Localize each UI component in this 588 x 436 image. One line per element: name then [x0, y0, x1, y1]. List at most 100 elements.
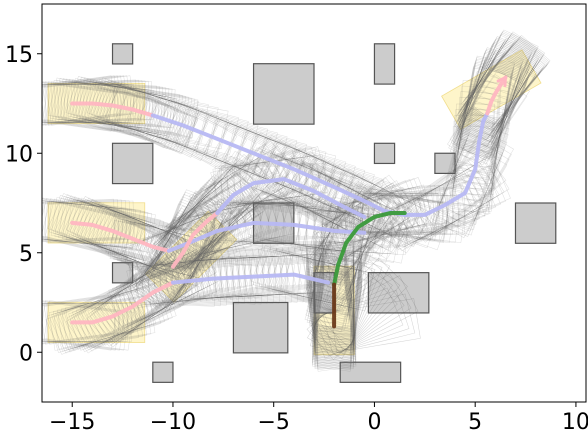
obstacle-11 [232, 301, 289, 354]
footprint-trace [270, 251, 363, 309]
footprint-trace [150, 197, 233, 290]
footprint-trace [282, 253, 374, 312]
footprint-trace [307, 209, 382, 304]
footprint-trace [194, 257, 283, 304]
footprint-trace [401, 164, 495, 242]
footprint-trace [42, 303, 124, 342]
footprint-trace [228, 202, 316, 246]
footprint-trace [306, 257, 357, 348]
footprint-trace [42, 200, 125, 248]
footprint-trace [448, 117, 510, 211]
footprint-trace [195, 116, 288, 175]
footprint-trace [456, 60, 529, 155]
footprint-trace [407, 168, 501, 238]
footprint-trace [155, 181, 238, 273]
footprint-trace [182, 209, 271, 255]
footprint-trace [305, 234, 371, 328]
footprint-trace [42, 303, 128, 342]
y-axis: 0 5 10 15 [5, 43, 42, 366]
footprint-trace [72, 200, 165, 259]
footprint-trace [311, 273, 363, 364]
footprint-trace [379, 171, 472, 252]
footprint-trace [42, 84, 125, 123]
footprint-trace [42, 75, 127, 126]
footprint-trace [306, 246, 357, 337]
footprint-trace [50, 197, 141, 249]
trajectory-1 [150, 113, 407, 217]
footprint-trace [73, 198, 167, 275]
footprint-trace [154, 190, 230, 284]
footprint-trace [147, 203, 215, 297]
footprint-trace [306, 254, 357, 345]
footprint-trace [306, 275, 357, 366]
footprint-trace [46, 303, 132, 342]
footprint-trace [456, 62, 521, 156]
footprint-trace [392, 179, 486, 244]
footprint-trace [282, 161, 375, 243]
footprint-trace [89, 78, 184, 150]
footprint-trace [202, 116, 296, 193]
footprint-trace [80, 79, 175, 144]
footprint-trace [60, 80, 147, 123]
footprint-trace [111, 218, 204, 278]
footprint-trace [456, 64, 521, 158]
footprint-trace [395, 163, 488, 244]
footprint-trace [220, 165, 307, 205]
footprint-trace [204, 246, 296, 301]
footprint-trace [311, 272, 363, 362]
footprint-trace [316, 184, 410, 263]
footprint-trace [260, 250, 350, 298]
footprint-trace [314, 253, 354, 339]
footprint-trace [288, 164, 380, 246]
footprint-trace [42, 81, 120, 132]
footprint-trace [153, 183, 236, 275]
footprint-trace [463, 34, 536, 129]
footprint-trace [42, 197, 122, 256]
footprint-trace [313, 184, 389, 278]
footprint-trace [248, 149, 342, 218]
footprint-trace [75, 82, 164, 126]
footprint-trace [464, 32, 545, 126]
footprint-trace [293, 167, 386, 249]
footprint-trace [45, 283, 140, 355]
footprint-trace [171, 166, 259, 256]
footprint-trace [251, 245, 345, 313]
footprint-trace [311, 232, 355, 320]
footprint-trace [307, 176, 401, 241]
footprint-trace [459, 47, 524, 141]
footprint-trace [200, 156, 294, 225]
footprint-trace [94, 207, 188, 284]
footprint-trace [65, 294, 156, 346]
footprint-trace [147, 262, 235, 305]
footprint-trace [306, 253, 357, 343]
footprint-trace [42, 75, 123, 126]
footprint-traces [42, 29, 551, 372]
footprint-trace [276, 252, 369, 310]
footprint-trace [163, 183, 257, 261]
footprint-trace [60, 198, 153, 260]
footprint-trace [323, 174, 414, 260]
goal-region-4 [441, 49, 542, 130]
footprint-trace [387, 181, 481, 246]
footprint-trace [317, 273, 412, 354]
footprint-trace [218, 256, 307, 303]
footprint-trace [311, 200, 378, 294]
footprint-trace [357, 185, 451, 251]
footprint-trace [313, 245, 367, 337]
trajectory-9 [485, 75, 508, 116]
footprint-trace [405, 156, 497, 240]
footprint-trace [320, 182, 414, 261]
footprint-trace [306, 256, 357, 346]
footprint-trace [462, 37, 540, 131]
footprint-trace [77, 267, 170, 348]
footprint-trace [314, 272, 354, 358]
footprint-trace [82, 271, 176, 345]
footprint-trace [311, 264, 363, 354]
footprint-trace [76, 200, 170, 277]
footprint-trace [453, 120, 493, 206]
footprint-trace [43, 200, 133, 248]
footprint-trace [100, 256, 193, 337]
footprint-trace [56, 197, 150, 259]
footprint-trace [42, 200, 129, 248]
x-tick-label: 5 [468, 410, 482, 435]
